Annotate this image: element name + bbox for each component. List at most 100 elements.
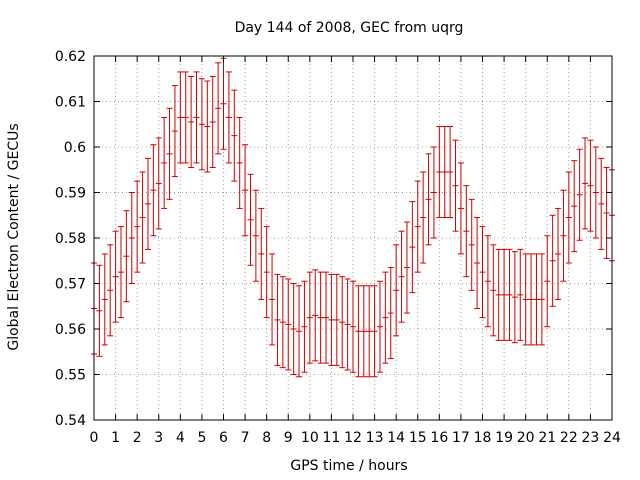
error-bar-point: [511, 251, 518, 344]
error-bar-point: [441, 126, 448, 219]
error-bar-point: [301, 280, 308, 373]
x-tick-label: 2: [133, 430, 142, 446]
error-bar-point: [231, 89, 238, 182]
error-bar-point: [452, 139, 459, 232]
error-bar-point: [182, 71, 189, 164]
error-bar-point: [150, 144, 157, 237]
error-bar-point: [247, 173, 254, 266]
error-bar-point: [215, 62, 222, 155]
x-axis-title: GPS time / hours: [290, 458, 407, 474]
x-tick-label: 24: [603, 430, 621, 446]
error-bar-point: [134, 180, 141, 273]
data-series: [91, 57, 615, 378]
error-bar-point: [306, 271, 313, 364]
error-bar-point: [555, 207, 562, 300]
error-bar-point: [193, 71, 200, 164]
x-tick-label: 14: [387, 430, 405, 446]
x-tick-label: 10: [301, 430, 319, 446]
x-tick-label: 15: [409, 430, 427, 446]
error-bar-point: [425, 153, 432, 246]
x-tick-label: 19: [495, 430, 513, 446]
x-tick-label: 16: [430, 430, 448, 446]
error-bar-point: [112, 230, 119, 323]
error-bar-point: [236, 116, 243, 209]
error-bar-point: [285, 278, 292, 371]
error-bar-point: [603, 166, 610, 259]
error-bar-point: [393, 244, 400, 337]
y-axis-title: Global Electron Content / GECUs: [6, 123, 22, 350]
error-bar-point: [571, 160, 578, 253]
error-bar-point: [430, 146, 437, 239]
error-bar-point: [166, 107, 173, 200]
chart-title: Day 144 of 2008, GEC from uqrg: [235, 20, 464, 36]
error-bar-point: [242, 144, 249, 237]
error-bar-point: [144, 157, 151, 250]
error-bar-point: [155, 137, 162, 230]
x-tick-label: 22: [560, 430, 578, 446]
error-bar-point: [533, 253, 540, 346]
error-bar-point: [269, 253, 276, 346]
error-bar-point: [436, 126, 443, 219]
x-tick-label: 18: [474, 430, 492, 446]
error-bar-point: [252, 189, 259, 282]
y-tick-label: 0.57: [55, 277, 86, 293]
error-bar-point: [290, 283, 297, 375]
error-bar-point: [139, 171, 146, 264]
error-bar-point: [107, 244, 114, 337]
error-bar-point: [274, 273, 281, 366]
error-bar-point: [544, 235, 551, 328]
error-bar-point: [382, 271, 389, 364]
error-bar-point: [188, 75, 195, 168]
error-bar-point: [582, 137, 589, 230]
error-bar-point: [501, 248, 508, 341]
error-bar-point: [225, 71, 232, 164]
error-bar-point: [258, 207, 265, 300]
error-bar-point: [360, 285, 367, 378]
error-bar-point: [204, 80, 211, 173]
error-bar-point: [549, 214, 556, 307]
error-bar-point: [490, 244, 497, 337]
error-bar-point: [457, 162, 464, 255]
y-tick-label: 0.62: [55, 49, 86, 65]
x-tick-label: 11: [323, 430, 341, 446]
error-bar-point: [376, 280, 383, 373]
error-bar-point: [279, 276, 286, 369]
axis-ticks: [93, 55, 613, 421]
x-tick-label: 9: [284, 430, 293, 446]
error-bar-point: [598, 157, 605, 250]
x-tick-label: 20: [517, 430, 535, 446]
error-bar-point: [560, 189, 567, 282]
error-bar-point: [344, 278, 351, 371]
x-tick-label: 23: [582, 430, 600, 446]
y-tick-label: 0.54: [55, 413, 86, 429]
tick-labels: 0 1 2 3 4 5 6 7 8 9 10 11 12 13 14 15 16 17 18 19 20 21 22 23 24…: [55, 49, 621, 446]
error-bar-point: [209, 75, 216, 168]
error-bar-point: [198, 78, 205, 171]
error-bar-point: [474, 217, 481, 310]
x-tick-label: 1: [111, 430, 120, 446]
x-tick-label: 12: [344, 430, 362, 446]
error-bar-point: [355, 285, 362, 378]
error-bar-point: [96, 264, 103, 357]
error-bar-point: [468, 198, 475, 291]
error-bar-point: [506, 248, 513, 341]
error-bar-point: [479, 226, 486, 319]
y-tick-label: 0.61: [55, 95, 86, 111]
error-bar-point: [161, 116, 168, 209]
error-bar-point: [296, 285, 303, 378]
error-bar-point: [447, 126, 454, 219]
error-bar-point: [409, 201, 416, 294]
x-tick-label: 3: [154, 430, 163, 446]
error-bar-point: [528, 253, 535, 346]
x-tick-label: 21: [538, 430, 556, 446]
x-tick-label: 7: [241, 430, 250, 446]
x-tick-label: 13: [366, 430, 384, 446]
error-bar-point: [123, 210, 130, 303]
error-bar-point: [328, 273, 335, 366]
error-bar-point: [403, 221, 410, 314]
error-bar-point: [171, 85, 178, 178]
error-bar-point: [366, 285, 373, 378]
y-tick-label: 0.55: [55, 368, 86, 384]
